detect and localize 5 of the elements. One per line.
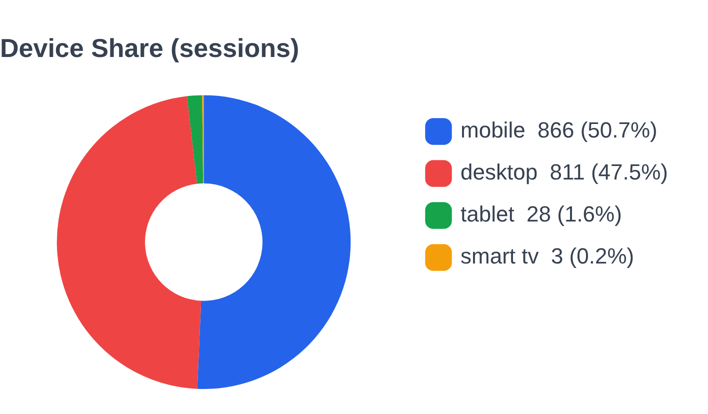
legend-label: smart tv 3 (0.2%) [460, 244, 634, 269]
chart-title: Device Share (sessions) [0, 32, 300, 63]
legend-label: desktop 811 (47.5%) [460, 160, 668, 185]
legend-label: tablet 28 (1.6%) [460, 202, 622, 227]
legend-label: mobile 866 (50.7%) [460, 118, 658, 143]
